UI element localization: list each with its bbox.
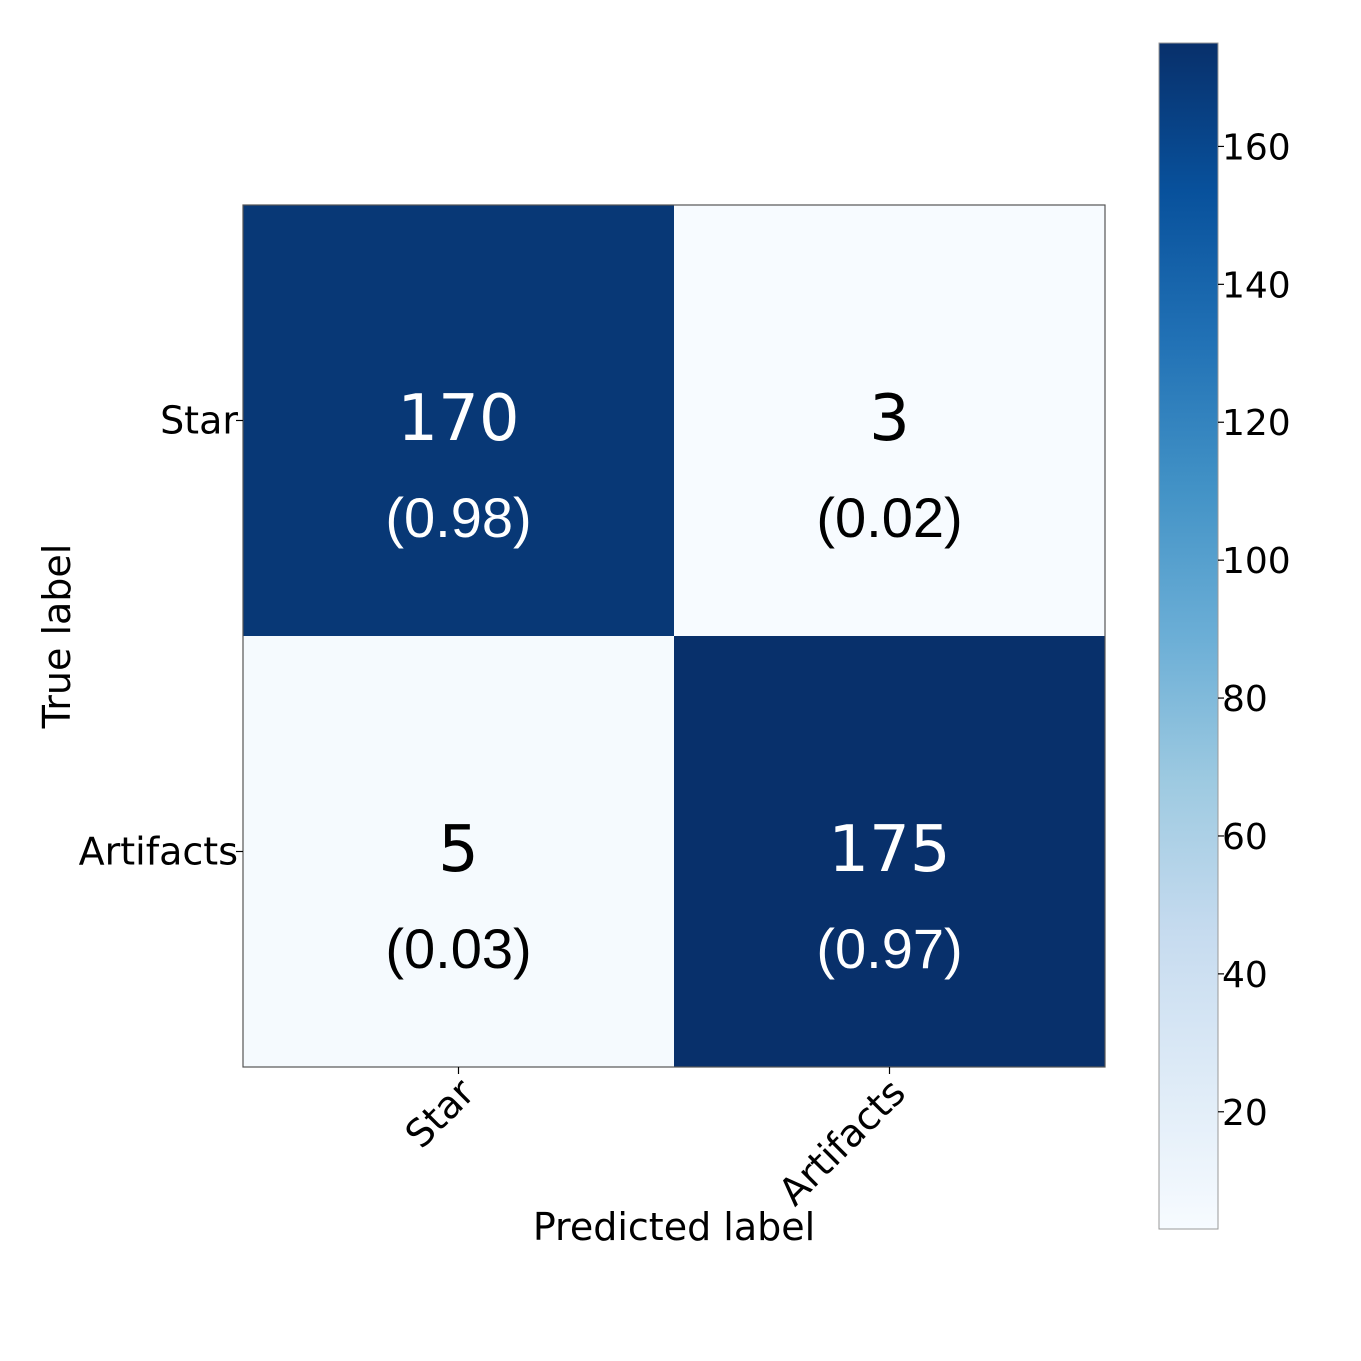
cell-count-label: 3 xyxy=(869,382,910,456)
heatmap-cell xyxy=(674,636,1105,1067)
x-tick-label: Artifacts xyxy=(770,1070,914,1214)
heatmap-cell xyxy=(243,636,674,1067)
colorbar-tick-label: 140 xyxy=(1222,265,1291,306)
cell-ratio-label: (0.03) xyxy=(385,917,531,980)
cell-count-label: 170 xyxy=(397,382,519,456)
cell-ratio-label: (0.98) xyxy=(385,486,531,549)
plot-frame xyxy=(242,204,1106,1068)
colorbar-ticks: 20 40 60 80 100 120 140 160 xyxy=(1218,127,1291,1134)
y-axis-label: True label xyxy=(35,544,79,730)
colorbar-tick-label: 160 xyxy=(1222,127,1291,168)
colorbar-tick-label: 120 xyxy=(1222,403,1291,444)
colorbar-tick-label: 60 xyxy=(1222,817,1268,858)
cell-count-label: 175 xyxy=(828,813,950,887)
heatmap-cell xyxy=(674,205,1105,636)
colorbar-tick-label: 100 xyxy=(1222,541,1291,582)
colorbar-tick-label: 40 xyxy=(1222,955,1268,996)
colorbar-tick-label: 20 xyxy=(1222,1093,1268,1134)
heatmap-cell xyxy=(243,205,674,636)
colorbar-gradient xyxy=(1158,42,1219,1230)
x-ticks: Star Artifacts xyxy=(397,1067,914,1214)
y-tick-label: Star xyxy=(160,399,238,443)
cell-count-label: 5 xyxy=(438,813,479,887)
cell-ratio-label: (0.97) xyxy=(816,917,962,980)
y-tick-label: Artifacts xyxy=(79,830,238,874)
cell-ratio-label: (0.02) xyxy=(816,486,962,549)
colorbar-tick-label: 80 xyxy=(1222,679,1268,720)
colorbar: 20 40 60 80 100 120 140 160 xyxy=(1158,42,1291,1230)
y-ticks: Star Artifacts xyxy=(79,399,243,874)
x-axis-label: Predicted label xyxy=(533,1205,815,1249)
x-tick-label: Star xyxy=(397,1070,483,1156)
heatmap-cells: 170 (0.98) 3 (0.02) 5 (0.03) 175 (0.97) xyxy=(243,205,1105,1067)
